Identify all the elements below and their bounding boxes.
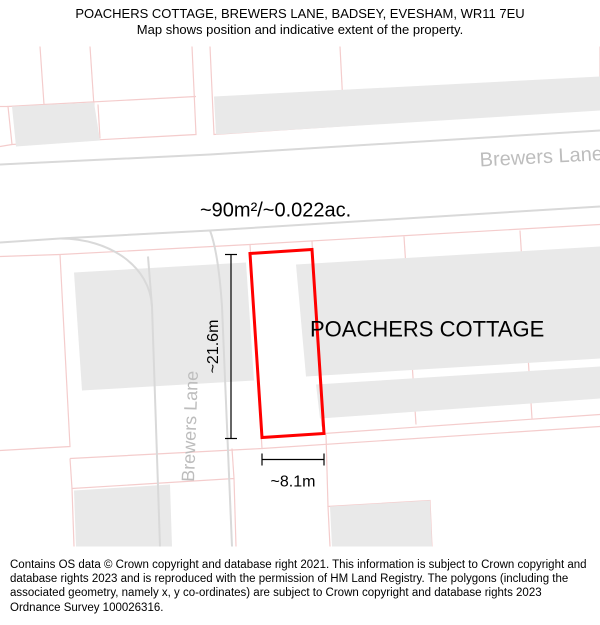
map-area: Brewers Lane Brewers Lane ~90m²/~0.022ac… [0, 41, 600, 552]
width-dimension-label: ~8.1m [271, 473, 316, 490]
map-canvas: Brewers Lane Brewers Lane ~90m²/~0.022ac… [0, 41, 600, 552]
property-name-label: POACHERS COTTAGE [310, 316, 544, 341]
copyright-text: Contains OS data © Crown copyright and d… [10, 558, 590, 616]
page-subtitle: Map shows position and indicative extent… [8, 22, 592, 38]
page: POACHERS COTTAGE, BREWERS LANE, BADSEY, … [0, 0, 600, 625]
area-annotation: ~90m²/~0.022ac. [200, 199, 351, 221]
footer: Contains OS data © Crown copyright and d… [0, 552, 600, 625]
page-title: POACHERS COTTAGE, BREWERS LANE, BADSEY, … [8, 6, 592, 22]
height-dimension-label: ~21.6m [205, 319, 222, 373]
header: POACHERS COTTAGE, BREWERS LANE, BADSEY, … [0, 0, 600, 41]
road-label-vertical: Brewers Lane [178, 370, 202, 482]
road-label-horizontal: Brewers Lane [479, 143, 600, 171]
